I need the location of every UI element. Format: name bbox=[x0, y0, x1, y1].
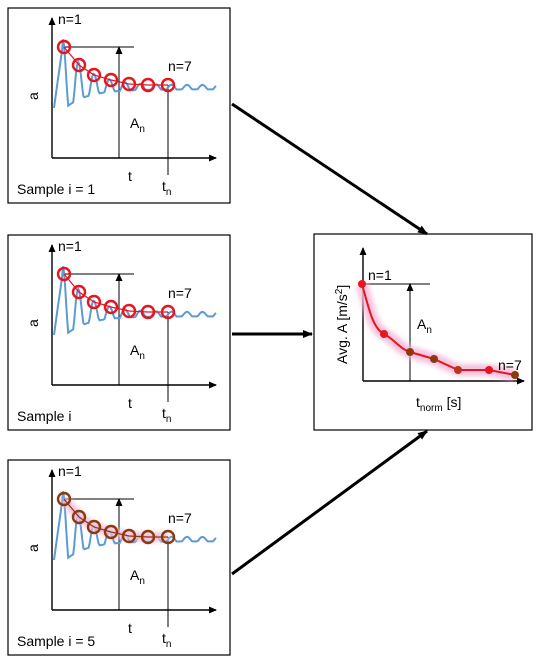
sample-label: Sample i = 5 bbox=[17, 633, 95, 649]
peak-marker-7 bbox=[160, 304, 176, 320]
label-amplitude-an: An bbox=[130, 115, 145, 135]
peak-marker-5 bbox=[121, 528, 137, 544]
peak-marker-1 bbox=[56, 491, 72, 507]
x-axis-label: t bbox=[128, 395, 132, 411]
y-axis-label: Avg. A [m/s2] bbox=[334, 285, 350, 364]
label-tn-main: t bbox=[162, 630, 166, 646]
average-point-4 bbox=[430, 355, 438, 363]
label-n-last: n=7 bbox=[168, 285, 192, 301]
x-axis-label-main: t bbox=[416, 394, 420, 410]
x-axis-label: t bbox=[128, 168, 132, 184]
x-axis-label: tnorm [s] bbox=[416, 394, 461, 414]
peak-marker-5 bbox=[121, 303, 137, 319]
panel-border bbox=[313, 233, 533, 431]
peak-marker-5 bbox=[121, 76, 137, 92]
label-n-last: n=7 bbox=[168, 58, 192, 74]
label-amplitude-an: An bbox=[130, 342, 145, 362]
peak-envelope bbox=[63, 498, 168, 538]
average-point-5 bbox=[454, 366, 462, 374]
peak-marker-7 bbox=[160, 529, 176, 545]
x-axis-label: t bbox=[128, 620, 132, 636]
sample-label: Sample i bbox=[17, 408, 71, 424]
peak-marker-2 bbox=[71, 284, 87, 300]
average-point-7 bbox=[511, 371, 519, 379]
acceleration-signal bbox=[53, 266, 217, 336]
acceleration-signal bbox=[53, 491, 217, 561]
peak-marker-4 bbox=[103, 524, 119, 540]
label-amplitude-an: An bbox=[417, 316, 432, 336]
y-axis-label: a bbox=[25, 544, 41, 552]
peak-marker-7 bbox=[160, 77, 176, 93]
x-axis-label-end: [s] bbox=[443, 394, 462, 410]
sample-label: Sample i = 1 bbox=[17, 181, 95, 197]
peak-marker-3 bbox=[86, 67, 102, 83]
y-axis-label: a bbox=[25, 319, 41, 327]
average-point-1 bbox=[358, 280, 366, 288]
label-amplitude-an-main: A bbox=[130, 115, 140, 131]
peak-marker-3 bbox=[86, 519, 102, 535]
arrow-panel1-to-result bbox=[231, 102, 428, 236]
peak-marker-4 bbox=[103, 299, 119, 315]
average-point-6 bbox=[485, 366, 493, 374]
label-n-first: n=1 bbox=[58, 238, 82, 254]
label-n-last: n=7 bbox=[168, 510, 192, 526]
label-amplitude-an-subscript: n bbox=[139, 124, 145, 135]
label-tn: tn bbox=[162, 405, 171, 425]
y-axis-label-main: Avg. A [m/s bbox=[334, 294, 350, 364]
peak-marker-6 bbox=[140, 304, 156, 320]
peak-marker-6 bbox=[140, 529, 156, 545]
y-axis-label-end: ] bbox=[334, 285, 350, 289]
peak-marker-2 bbox=[71, 509, 87, 525]
label-tn-subscript: n bbox=[166, 639, 172, 650]
arrow-panel3-to-result bbox=[231, 429, 428, 576]
peak-envelope bbox=[63, 273, 168, 313]
acceleration-signal bbox=[53, 39, 217, 109]
label-amplitude-an-main: A bbox=[417, 316, 427, 332]
peak-envelope bbox=[63, 46, 168, 86]
label-n-first: n=1 bbox=[58, 11, 82, 27]
label-amplitude-an: An bbox=[130, 567, 145, 587]
y-axis-label: a bbox=[25, 92, 41, 100]
label-tn-main: t bbox=[162, 178, 166, 194]
peak-marker-2 bbox=[71, 57, 87, 73]
label-tn-subscript: n bbox=[166, 414, 172, 425]
label-amplitude-an-subscript: n bbox=[426, 325, 432, 336]
label-tn-subscript: n bbox=[166, 187, 172, 198]
label-amplitude-an-main: A bbox=[130, 342, 140, 358]
label-n-first: n=1 bbox=[368, 267, 392, 283]
label-tn: tn bbox=[162, 178, 171, 198]
peak-marker-1 bbox=[56, 39, 72, 55]
average-amplitude-panel: n=1 n=7 An Avg. A [m/s2] tnorm [s] bbox=[313, 233, 533, 431]
y-axis-label-superscript: 2 bbox=[334, 288, 345, 294]
label-amplitude-an-subscript: n bbox=[139, 351, 145, 362]
label-n-first: n=1 bbox=[58, 463, 82, 479]
average-point-3 bbox=[406, 348, 414, 356]
label-tn-main: t bbox=[162, 405, 166, 421]
label-tn: tn bbox=[162, 630, 171, 650]
peak-marker-6 bbox=[140, 77, 156, 93]
peak-marker-4 bbox=[103, 72, 119, 88]
x-axis-label-subscript: norm bbox=[420, 403, 443, 414]
label-amplitude-an-subscript: n bbox=[139, 576, 145, 587]
average-point-2 bbox=[380, 330, 388, 338]
label-amplitude-an-main: A bbox=[130, 567, 140, 583]
peak-marker-3 bbox=[86, 294, 102, 310]
label-n-last: n=7 bbox=[498, 357, 522, 373]
peak-marker-1 bbox=[56, 266, 72, 282]
